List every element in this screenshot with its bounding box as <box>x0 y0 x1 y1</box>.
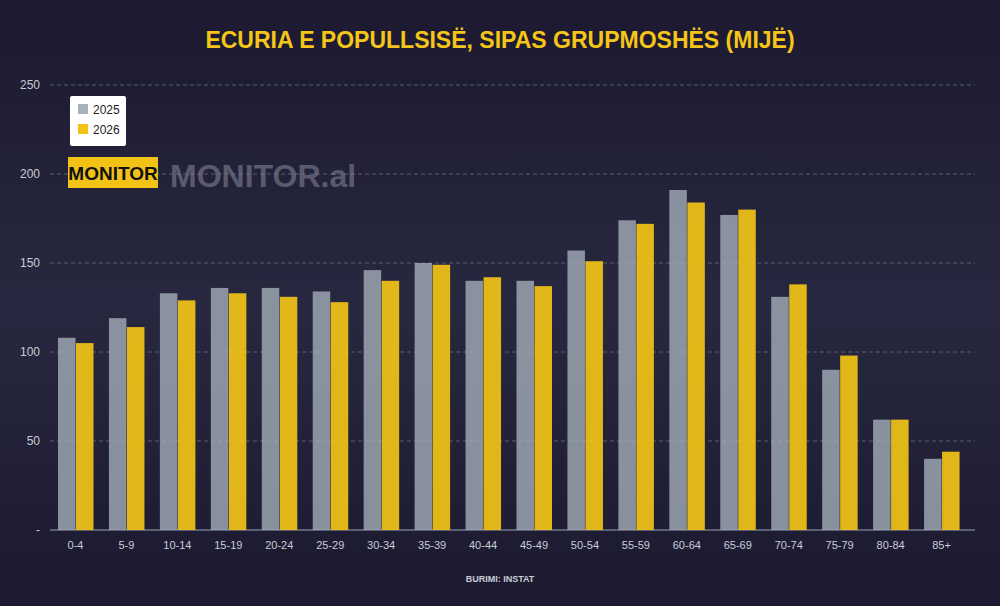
bar <box>873 420 891 530</box>
bar <box>178 300 196 530</box>
bar <box>466 281 484 530</box>
y-tick-label: 150 <box>20 256 40 270</box>
bar <box>433 265 451 530</box>
bar <box>76 343 94 530</box>
background <box>0 0 1000 606</box>
x-tick-label: 10-14 <box>163 539 191 551</box>
x-tick-label: 15-19 <box>214 539 242 551</box>
bar <box>127 327 145 530</box>
bar <box>942 452 960 530</box>
bar <box>262 288 280 530</box>
x-tick-label: 25-29 <box>316 539 344 551</box>
bar <box>618 220 636 530</box>
bar <box>687 202 705 530</box>
bar <box>160 293 178 530</box>
bar <box>280 297 298 530</box>
legend-swatch <box>78 104 88 114</box>
bar <box>313 291 331 530</box>
x-tick-label: 40-44 <box>469 539 497 551</box>
x-tick-label: 80-84 <box>877 539 905 551</box>
x-tick-label: 5-9 <box>118 539 134 551</box>
source: BURIMI: INSTAT <box>466 574 535 584</box>
x-tick-label: 65-69 <box>724 539 752 551</box>
y-tick-label: 250 <box>20 78 40 92</box>
bar <box>211 288 229 530</box>
bar <box>924 459 942 530</box>
legend-label: 2026 <box>93 123 120 137</box>
x-tick-label: 30-34 <box>367 539 395 551</box>
x-tick-label: 35-39 <box>418 539 446 551</box>
logo-box <box>68 157 158 188</box>
y-tick-label: 200 <box>20 167 40 181</box>
grid-line <box>50 85 975 86</box>
chart: ECURIA E POPULLSISË, SIPAS GRUPMOSHËS (M… <box>0 0 1000 606</box>
x-tick-label: 85+ <box>932 539 951 551</box>
x-tick-label: 45-49 <box>520 539 548 551</box>
logo-text: MONITOR <box>68 163 158 184</box>
bar <box>535 286 553 530</box>
x-tick-label: 0-4 <box>68 539 84 551</box>
y-tick-label: - <box>36 523 40 537</box>
bar <box>567 251 585 530</box>
y-tick-label: 100 <box>20 345 40 359</box>
legend: 2025 2026 <box>70 96 126 146</box>
x-tick-label: 55-59 <box>622 539 650 551</box>
bar <box>669 190 687 530</box>
bar <box>840 356 858 530</box>
bar <box>58 338 76 530</box>
x-tick-label: 60-64 <box>673 539 701 551</box>
bar <box>891 420 909 530</box>
legend-box <box>70 96 126 146</box>
x-tick-label: 50-54 <box>571 539 599 551</box>
bar <box>382 281 400 530</box>
bar <box>789 284 807 530</box>
bar <box>585 261 603 530</box>
x-tick-label: 20-24 <box>265 539 293 551</box>
logo: MONITOR <box>68 157 158 188</box>
bar <box>771 297 789 530</box>
y-tick-label: 50 <box>27 434 41 448</box>
bar <box>229 293 247 530</box>
bar <box>109 318 127 530</box>
watermark: MONITOR.al <box>170 158 356 194</box>
grid-line <box>50 263 975 264</box>
bar <box>415 263 433 530</box>
legend-swatch <box>78 124 88 134</box>
x-tick-label: 70-74 <box>775 539 803 551</box>
title: ECURIA E POPULLSISË, SIPAS GRUPMOSHËS (M… <box>205 27 794 53</box>
bar <box>822 370 840 530</box>
bar <box>738 210 756 530</box>
bar <box>364 270 382 530</box>
bar <box>517 281 535 530</box>
bar <box>720 215 738 530</box>
bar <box>636 224 654 530</box>
bar <box>331 302 349 530</box>
legend-label: 2025 <box>93 103 120 117</box>
bar <box>484 277 502 530</box>
bars <box>58 190 960 530</box>
x-tick-label: 75-79 <box>826 539 854 551</box>
